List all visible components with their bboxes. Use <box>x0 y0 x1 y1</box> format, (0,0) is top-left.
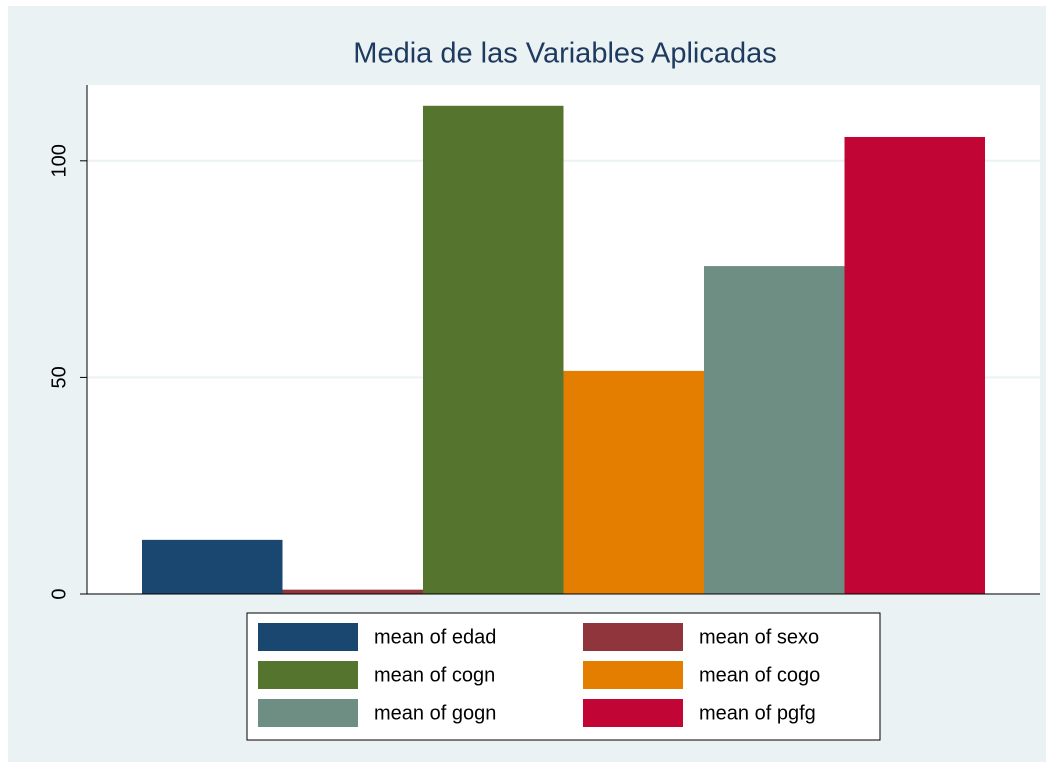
legend-label: mean of sexo <box>699 626 819 648</box>
y-tick-label: 50 <box>48 366 70 388</box>
legend-swatch <box>258 699 358 727</box>
y-tick-label: 0 <box>48 588 70 599</box>
bar <box>282 589 423 594</box>
legend-label: mean of cogn <box>374 664 495 686</box>
bar <box>844 136 985 594</box>
bar <box>142 539 283 594</box>
bar <box>563 370 704 594</box>
chart-title: Media de las Variables Aplicadas <box>353 38 776 70</box>
legend-swatch <box>583 623 683 651</box>
bar <box>423 105 564 595</box>
legend-label: mean of pgfg <box>699 702 816 724</box>
legend-label: mean of gogn <box>374 702 496 724</box>
y-tick-label: 100 <box>48 144 70 177</box>
legend-label: mean of edad <box>374 626 496 648</box>
legend-swatch <box>583 661 683 689</box>
legend-label: mean of cogo <box>699 664 820 686</box>
legend-swatch <box>583 699 683 727</box>
legend-swatch <box>258 661 358 689</box>
legend-swatch <box>258 623 358 651</box>
bar <box>704 266 845 594</box>
